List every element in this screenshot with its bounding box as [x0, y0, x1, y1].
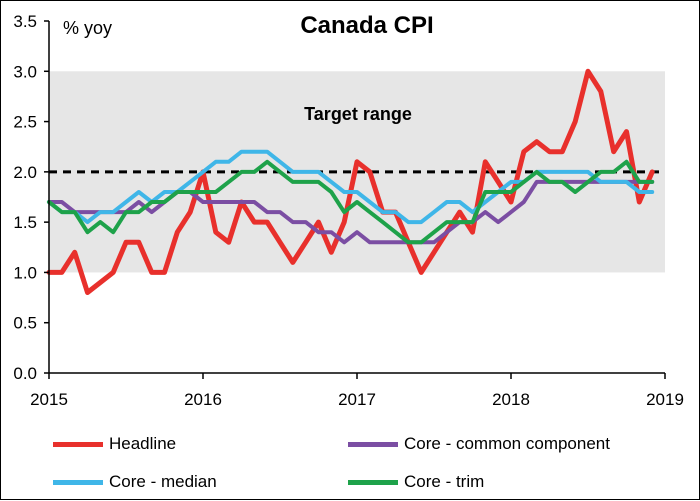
x-tick-label: 2019	[646, 390, 684, 409]
y-tick-label: 1.5	[13, 213, 37, 232]
legend-swatch	[53, 479, 103, 485]
y-tick-label: 1.0	[13, 263, 37, 282]
y-tick-label: 0.0	[13, 364, 37, 383]
legend-item: Core - median	[53, 469, 217, 495]
y-tick-label: 3.0	[13, 62, 37, 81]
legend-swatch	[348, 479, 398, 485]
legend-label: Core - median	[109, 472, 217, 491]
legend-item: Headline	[53, 431, 176, 457]
target-range-label: Target range	[304, 104, 412, 124]
x-tick-label: 2018	[492, 390, 530, 409]
x-tick-label: 2017	[338, 390, 376, 409]
legend-item: Core - common component	[348, 431, 610, 457]
legend-label: Headline	[109, 434, 177, 453]
y-tick-label: 2.5	[13, 113, 37, 132]
x-tick-label: 2015	[30, 390, 68, 409]
y-tick-label: 3.5	[13, 12, 37, 31]
series-line-3	[47, 159, 655, 245]
chart-canvas: 0.0 0.5 1.0 1.5 2.0 2.5 3.0 3.5 2015 2016 2017 2018…	[13, 12, 684, 409]
legend: Headline Core - common component Core - me…	[1, 421, 700, 501]
chart-title: Canada CPI	[300, 12, 433, 39]
legend-label: Core - common component	[404, 434, 610, 453]
y-axis-label: % yoy	[63, 18, 112, 38]
x-tick-label: 2016	[184, 390, 222, 409]
y-tick-label: 0.5	[13, 314, 37, 333]
legend-swatch	[348, 441, 398, 447]
legend-swatch	[53, 441, 103, 447]
series-line-2	[47, 149, 655, 225]
y-tick-label: 2.0	[13, 163, 37, 182]
legend-label: Core - trim	[404, 472, 485, 491]
legend-item: Core - trim	[348, 469, 484, 495]
